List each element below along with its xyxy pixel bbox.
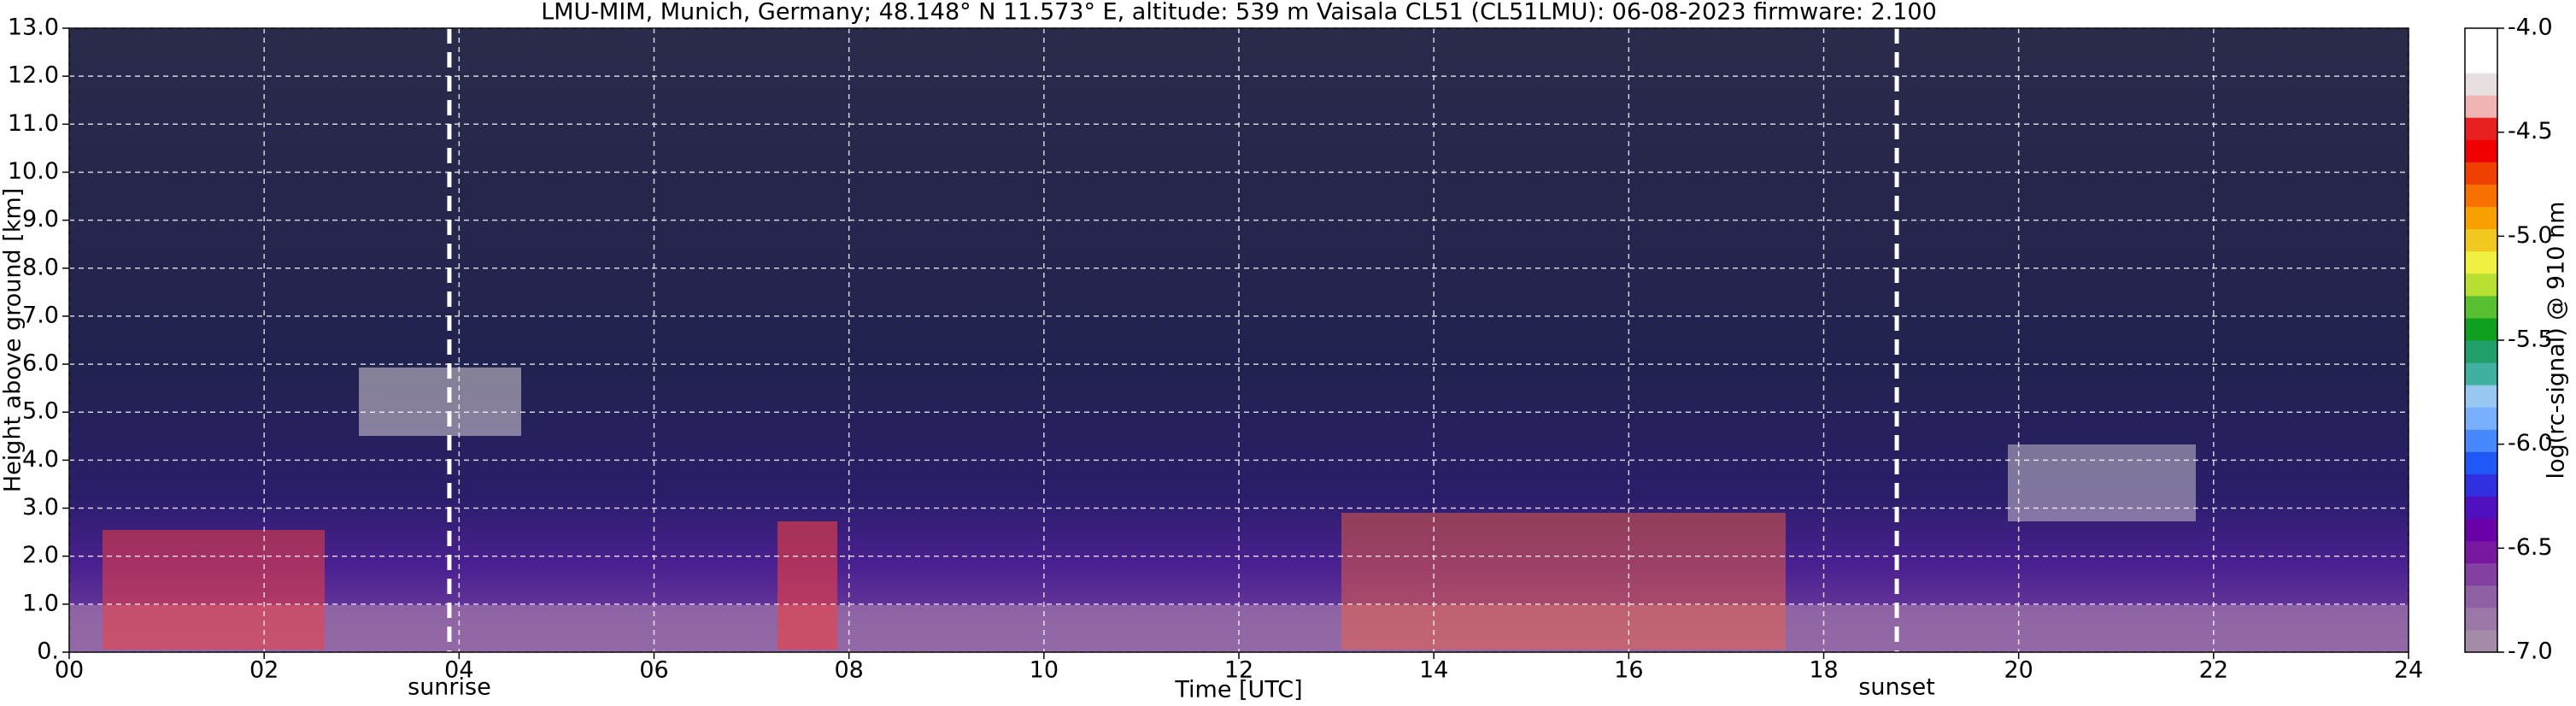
y-tick-label: 5.0 [22,398,59,425]
colorbar-step [2465,562,2497,586]
colorbar-tick-label: -4.0 [2508,15,2553,41]
colorbar-step [2465,629,2497,653]
y-axis-label: Height above ground [km] [0,188,26,492]
colorbar-step [2465,95,2497,118]
colorbar-tick-label: -5.5 [2508,327,2553,353]
x-tick-label: 12 [1224,657,1253,684]
colorbar-tick-label: -7.0 [2508,638,2553,665]
x-tick-label: 18 [1809,657,1838,684]
x-tick-label: 24 [2394,657,2423,684]
colorbar-step [2465,206,2497,230]
colorbar-step [2465,184,2497,208]
x-tick-label: 00 [55,657,84,684]
colorbar-step [2465,585,2497,609]
colorbar-step [2465,295,2497,319]
y-tick-label: 13.0 [8,15,59,41]
x-axis-label: Time [UTC] [1174,677,1302,703]
x-tick-label: 06 [639,657,668,684]
colorbar-step [2465,607,2497,631]
x-tick-label: 02 [249,657,279,684]
colorbar-step [2465,429,2497,452]
cloud-patch [359,368,521,436]
x-tick-label: 14 [1419,657,1448,684]
x-tick-label: 16 [1614,657,1643,684]
y-tick-label: 2.0 [22,542,59,568]
colorbar-step [2465,451,2497,474]
plot-frame [68,27,2409,653]
colorbar-step [2465,50,2497,74]
aerosol-patch [777,521,837,650]
y-tick-label: 6.0 [22,350,59,377]
annotation-label: sunrise [408,674,491,701]
colorbar-tick-label: -5.0 [2508,222,2553,249]
y-tick-label: 1.0 [22,590,59,616]
colorbar-step [2465,139,2497,162]
colorbar-tick-label: -4.5 [2508,118,2553,144]
y-tick-label: 3.0 [22,494,59,521]
x-tick-label: 20 [2004,657,2033,684]
colorbar-step [2465,407,2497,430]
x-tick-label: 10 [1030,657,1059,684]
colorbar-step [2465,340,2497,363]
colorbar-step [2465,162,2497,185]
x-tick-label: 04 [444,657,473,684]
chart-title: LMU-MIM, Munich, Germany; 48.148° N 11.5… [541,0,1937,26]
y-tick-label: 8.0 [22,254,59,280]
colorbar-step [2465,317,2497,341]
colorbar-tick-label: -6.0 [2508,430,2553,456]
y-tick-label: 0. [37,638,59,665]
y-tick-label: 11.0 [8,110,59,137]
y-tick-label: 9.0 [22,206,59,232]
colorbar-step [2465,117,2497,140]
colorbar-step [2465,250,2497,274]
colorbar-step [2465,496,2497,520]
colorbar-step [2465,540,2497,564]
colorbar-tick-label: -6.5 [2508,534,2553,561]
y-tick-label: 7.0 [22,302,59,328]
aerosol-patch [103,530,325,650]
y-tick-label: 12.0 [8,62,59,89]
colorbar-step [2465,474,2497,497]
colorbar-step [2465,228,2497,252]
colorbar-step [2465,28,2497,51]
colorbar-step [2465,518,2497,542]
colorbar-step [2465,385,2497,408]
cloud-patch [2008,444,2196,521]
x-tick-label: 22 [2199,657,2228,684]
colorbar-label: log(rc-signal) @ 910 nm [2544,202,2570,479]
y-tick-label: 4.0 [22,446,59,473]
x-tick-label: 08 [834,657,863,684]
colorbar-step [2465,73,2497,96]
colorbar-step [2465,362,2497,385]
aerosol-patch [1341,513,1786,650]
colorbar-step [2465,273,2497,297]
y-tick-label: 10.0 [8,158,59,185]
annotation-label: sunset [1858,674,1935,701]
